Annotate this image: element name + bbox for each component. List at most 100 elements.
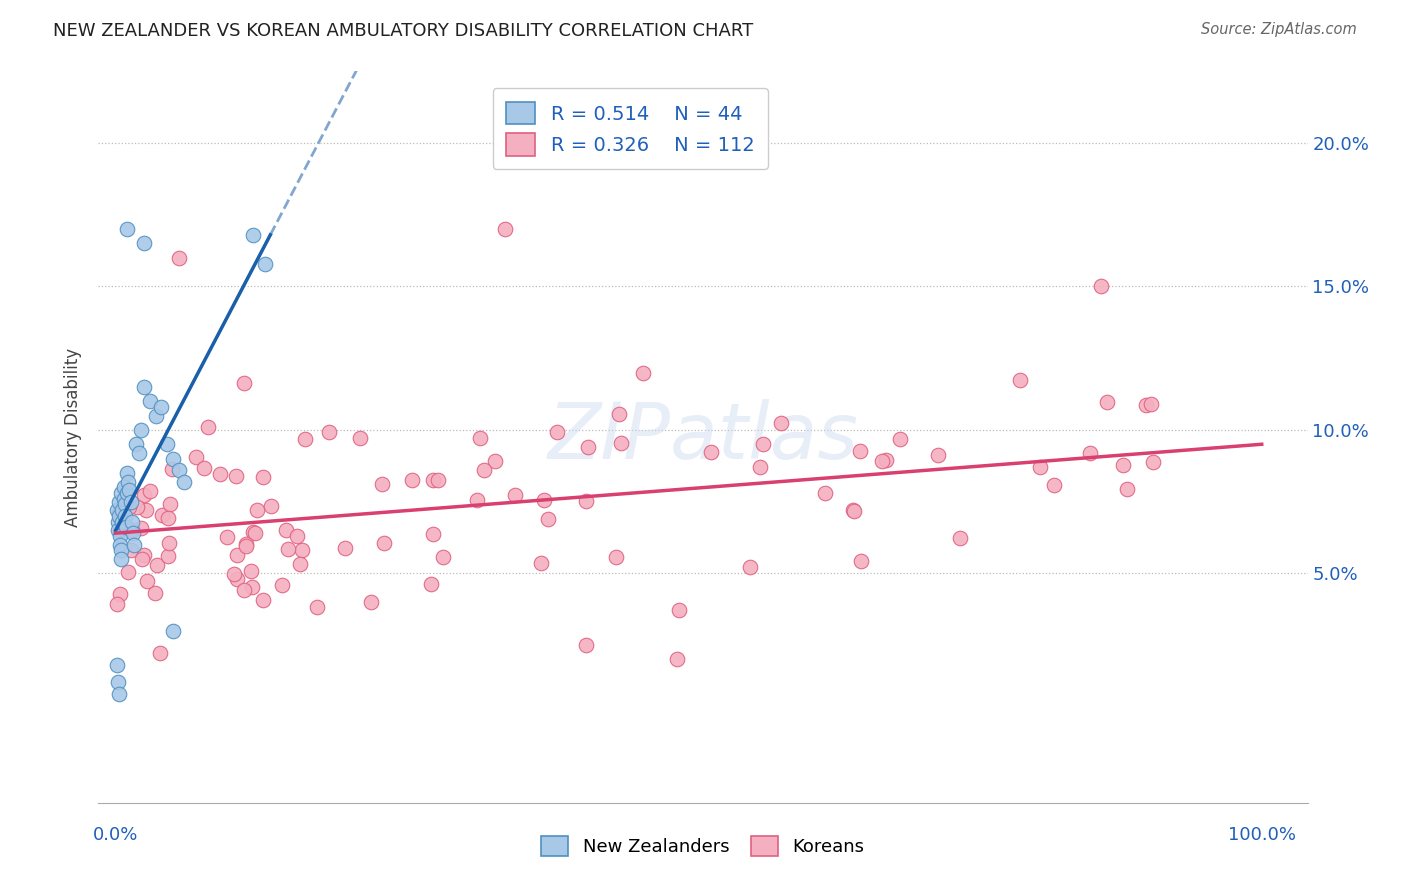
- Point: [432, 549, 454, 564]
- Point: [253, 256, 276, 270]
- Point: [226, 572, 249, 586]
- Point: [107, 675, 129, 690]
- Y-axis label: Ambulatory Disability: Ambulatory Disability: [65, 348, 83, 526]
- Text: 100.0%: 100.0%: [1227, 826, 1296, 844]
- Point: [121, 526, 143, 541]
- Point: [160, 462, 183, 476]
- Point: [115, 486, 138, 500]
- Point: [110, 543, 132, 558]
- Point: [108, 529, 131, 543]
- Point: [242, 524, 264, 539]
- Point: [118, 500, 141, 514]
- Point: [1029, 459, 1052, 474]
- Point: [127, 500, 149, 514]
- Point: [110, 552, 132, 566]
- Point: [108, 494, 131, 508]
- Point: [139, 394, 162, 409]
- Point: [610, 436, 633, 450]
- Point: [111, 515, 134, 529]
- Point: [115, 520, 138, 534]
- Point: [114, 508, 136, 523]
- Text: Source: ZipAtlas.com: Source: ZipAtlas.com: [1201, 22, 1357, 37]
- Point: [472, 463, 495, 477]
- Point: [209, 467, 232, 481]
- Point: [770, 416, 793, 430]
- Point: [546, 425, 568, 440]
- Text: ZIPatlas: ZIPatlas: [547, 399, 859, 475]
- Point: [294, 433, 316, 447]
- Point: [156, 437, 179, 451]
- Point: [193, 460, 215, 475]
- Point: [849, 554, 872, 568]
- Legend: New Zealanders, Koreans: New Zealanders, Koreans: [534, 829, 872, 863]
- Point: [120, 494, 142, 508]
- Point: [848, 444, 870, 458]
- Point: [252, 592, 274, 607]
- Point: [215, 530, 238, 544]
- Point: [134, 236, 156, 251]
- Point: [118, 483, 141, 497]
- Point: [949, 531, 972, 545]
- Point: [139, 484, 162, 499]
- Point: [291, 543, 314, 558]
- Point: [373, 535, 395, 549]
- Point: [537, 512, 560, 526]
- Point: [150, 400, 173, 414]
- Point: [107, 524, 129, 538]
- Point: [503, 488, 526, 502]
- Point: [927, 449, 949, 463]
- Point: [143, 586, 166, 600]
- Point: [173, 475, 195, 489]
- Point: [607, 407, 630, 421]
- Point: [1095, 395, 1118, 409]
- Point: [134, 488, 156, 502]
- Point: [1090, 279, 1112, 293]
- Point: [107, 515, 129, 529]
- Point: [484, 454, 506, 468]
- Point: [748, 460, 770, 475]
- Point: [150, 508, 173, 523]
- Point: [131, 551, 153, 566]
- Point: [666, 652, 689, 666]
- Point: [246, 503, 269, 517]
- Point: [235, 536, 257, 550]
- Point: [494, 222, 516, 236]
- Point: [401, 474, 423, 488]
- Point: [105, 597, 128, 611]
- Point: [122, 538, 145, 552]
- Point: [108, 506, 131, 520]
- Point: [159, 497, 181, 511]
- Point: [115, 222, 138, 236]
- Point: [889, 433, 911, 447]
- Point: [115, 466, 138, 480]
- Point: [814, 485, 837, 500]
- Point: [419, 577, 441, 591]
- Point: [575, 494, 598, 508]
- Point: [844, 504, 866, 518]
- Point: [239, 564, 262, 578]
- Point: [335, 541, 357, 555]
- Point: [252, 470, 274, 484]
- Point: [105, 503, 128, 517]
- Point: [232, 376, 254, 390]
- Point: [120, 543, 142, 558]
- Point: [668, 603, 690, 617]
- Point: [1115, 482, 1137, 496]
- Point: [1142, 455, 1164, 469]
- Point: [233, 582, 256, 597]
- Point: [225, 469, 247, 483]
- Point: [167, 463, 190, 477]
- Point: [842, 503, 865, 517]
- Point: [576, 441, 599, 455]
- Point: [157, 535, 180, 549]
- Point: [574, 638, 596, 652]
- Point: [260, 499, 283, 513]
- Point: [121, 515, 143, 529]
- Point: [112, 491, 135, 506]
- Point: [134, 548, 156, 562]
- Point: [108, 508, 131, 523]
- Point: [371, 476, 394, 491]
- Point: [1010, 373, 1032, 387]
- Point: [699, 445, 721, 459]
- Point: [242, 227, 264, 242]
